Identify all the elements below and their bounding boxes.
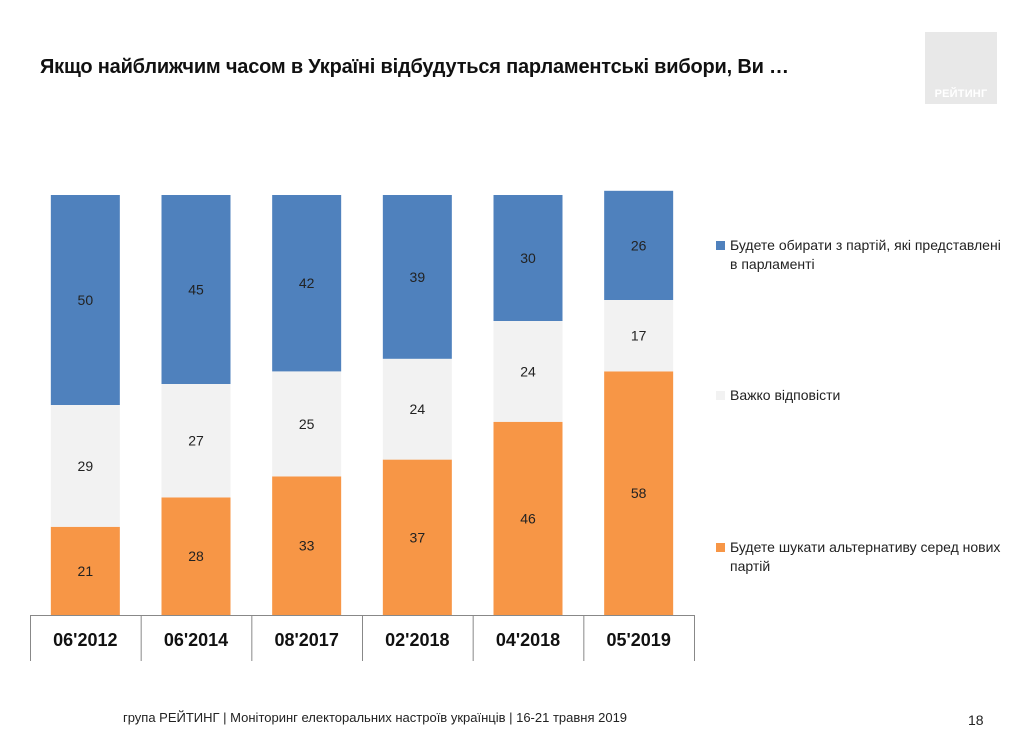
bar-new-3 — [382, 459, 452, 615]
data-label-hard-3: 24 — [410, 401, 426, 417]
bar-new-1 — [161, 497, 231, 615]
legend-label-hard: Важко відповісти — [730, 387, 841, 403]
bar-existing-0 — [50, 195, 120, 405]
bar-existing-4 — [493, 195, 563, 321]
bar-existing-2 — [272, 195, 342, 372]
data-label-existing-3: 39 — [410, 269, 426, 285]
legend-item-new: Будете шукати альтернативу серед нових п… — [716, 538, 1006, 576]
x-tick-label-0: 06'2012 — [53, 630, 117, 650]
logo-text: РЕЙТИНГ — [934, 88, 988, 100]
data-label-new-1: 28 — [188, 548, 204, 564]
data-label-new-5: 58 — [631, 485, 647, 501]
data-label-existing-4: 30 — [520, 250, 536, 266]
bar-new-2 — [272, 476, 342, 615]
bar-hard-5 — [604, 300, 674, 372]
bar-existing-5 — [604, 190, 674, 300]
data-label-existing-2: 42 — [299, 275, 315, 291]
legend-item-hard: Важко відповісти — [716, 386, 1006, 405]
bar-existing-1 — [161, 195, 231, 384]
data-label-existing-1: 45 — [188, 282, 204, 298]
bar-hard-2 — [272, 371, 342, 477]
legend-swatch-new — [716, 543, 725, 552]
data-label-hard-4: 24 — [520, 363, 536, 379]
data-label-hard-1: 27 — [188, 433, 204, 449]
data-label-new-0: 21 — [78, 563, 94, 579]
data-label-hard-0: 29 — [78, 458, 94, 474]
bar-hard-0 — [50, 405, 120, 527]
data-label-new-4: 46 — [520, 510, 536, 526]
data-label-new-3: 37 — [410, 529, 426, 545]
rating-logo: РЕЙТИНГ — [925, 32, 997, 104]
bar-hard-3 — [382, 358, 452, 460]
data-label-existing-0: 50 — [78, 292, 94, 308]
x-tick-label-5: 05'2019 — [606, 630, 670, 650]
bar-new-0 — [50, 526, 120, 615]
bar-new-4 — [493, 421, 563, 615]
bar-existing-3 — [382, 195, 452, 359]
legend-item-existing: Будете обирати з партій, які представлен… — [716, 236, 1006, 274]
x-tick-label-4: 04'2018 — [496, 630, 560, 650]
data-label-hard-2: 25 — [299, 416, 315, 432]
legend-label-new: Будете шукати альтернативу серед нових п… — [730, 539, 1001, 574]
footer-text: група РЕЙТИНГ | Моніторинг електоральних… — [122, 710, 628, 725]
data-label-hard-5: 17 — [631, 328, 647, 344]
legend-swatch-existing — [716, 241, 725, 250]
x-tick-label-1: 06'2014 — [164, 630, 228, 650]
bar-hard-1 — [161, 384, 231, 498]
legend-label-existing: Будете обирати з партій, які представлен… — [730, 237, 1001, 272]
x-tick-label-2: 08'2017 — [274, 630, 338, 650]
bar-new-5 — [604, 371, 674, 615]
chart-title: Якщо найближчим часом в Україні відбудут… — [40, 56, 789, 78]
page-number: 18 — [968, 712, 984, 728]
x-tick-label-3: 02'2018 — [385, 630, 449, 650]
data-label-new-2: 33 — [299, 538, 315, 554]
bar-hard-4 — [493, 321, 563, 422]
data-label-existing-5: 26 — [631, 237, 647, 253]
legend-swatch-hard — [716, 391, 725, 400]
